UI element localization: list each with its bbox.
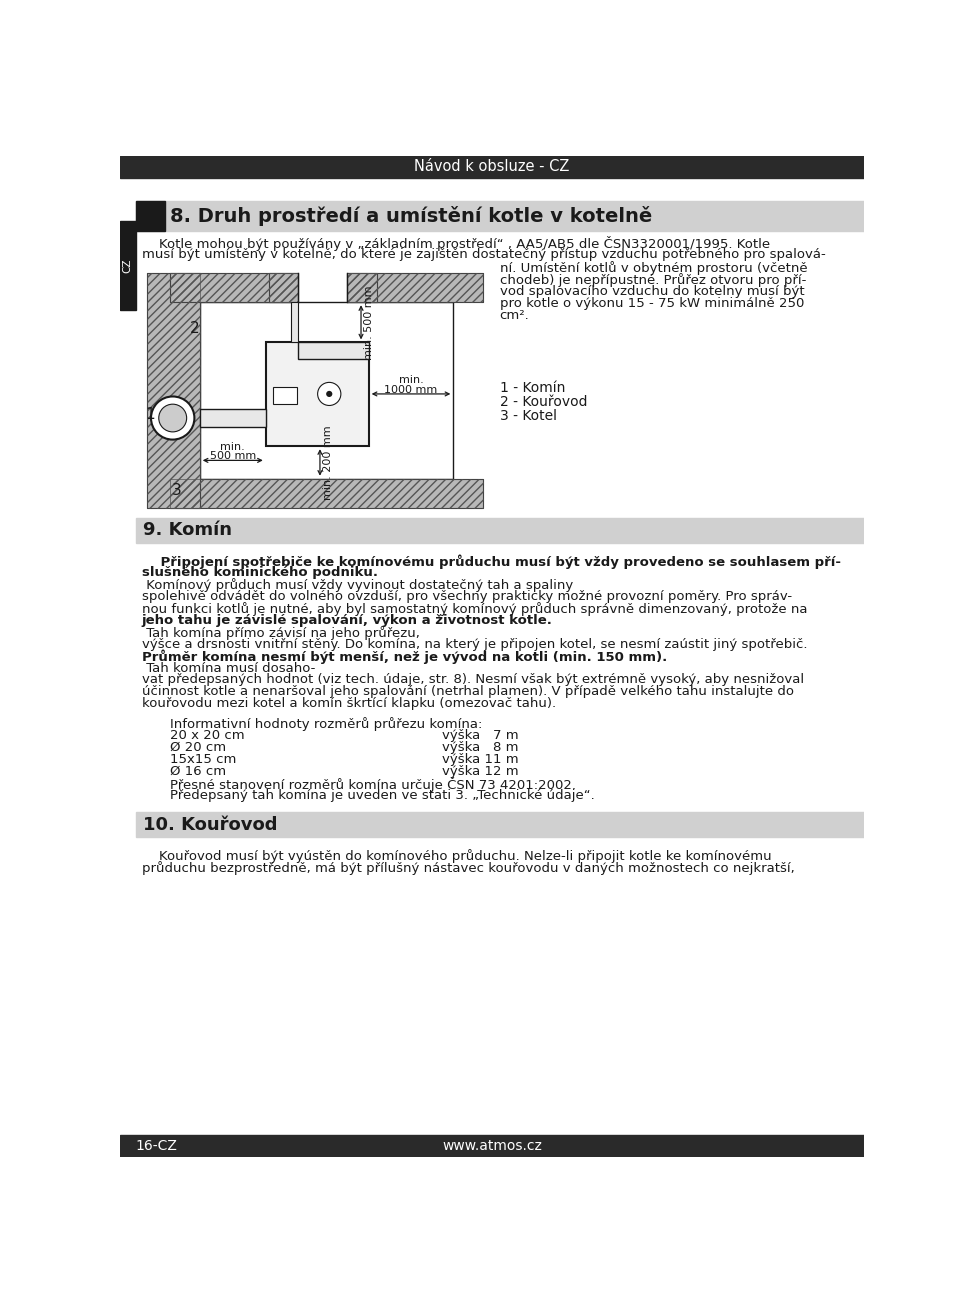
Text: jeho tahu je závislé spalování, výkon a životnost kotle.: jeho tahu je závislé spalování, výkon a … [142,614,553,627]
Bar [120,1135,864,1157]
Text: výška 11 m: výška 11 m [442,753,518,766]
Text: ní. Umístění kotlů v obytném prostoru (včetně: ní. Umístění kotlů v obytném prostoru (v… [500,261,807,276]
Bar [147,273,200,508]
Bar [135,202,864,230]
Text: pro kotle o výkonu 15 - 75 kW minimálně 250: pro kotle o výkonu 15 - 75 kW minimálně … [500,298,804,311]
Text: 20 x 20 cm: 20 x 20 cm [170,729,245,742]
Text: výška 12 m: výška 12 m [442,764,518,777]
Text: CZ: CZ [123,259,132,273]
Bar [170,478,483,508]
Text: Kouřovod musí být vyústěn do komínového průduchu. Nelze-li připojit kotle ke kom: Kouřovod musí být vyústěn do komínového … [142,849,771,863]
Bar [269,273,299,303]
Bar [120,156,864,178]
Text: výška   7 m: výška 7 m [442,729,518,742]
Text: 1000 mm: 1000 mm [384,385,438,395]
Bar [135,517,864,542]
Bar [200,303,453,478]
Text: 16-CZ: 16-CZ [135,1139,178,1153]
Bar [135,812,864,837]
Text: 2 - Kouřovod: 2 - Kouřovod [500,395,588,408]
Text: 2: 2 [190,321,200,335]
Text: spolehivě odvádět do volného ovzduší, pro všechny prakticky možné provozní poměr: spolehivě odvádět do volného ovzduší, pr… [142,590,792,603]
Circle shape [158,404,186,432]
Text: min. 200 mm: min. 200 mm [324,425,333,499]
Text: Připojení spotřebiče ke komínovému průduchu musí být vždy provedeno se souhlasem: Připojení spotřebiče ke komínovému průdu… [142,554,841,568]
Text: 1 - Komín: 1 - Komín [500,381,565,395]
Text: Informativní hodnoty rozměrů průřezu komína:: Informativní hodnoty rozměrů průřezu kom… [170,716,483,731]
Text: min. 500 mm: min. 500 mm [364,285,374,360]
Text: vat předepsaných hodnot (viz tech. údaje, str. 8). Nesmí však být extrémně vysok: vat předepsaných hodnot (viz tech. údaje… [142,673,804,686]
Circle shape [151,396,194,439]
Bar [200,408,266,428]
Bar [348,273,483,303]
Text: průduchu bezprostředně, má být přílušný nástavec kouřovodu v daných možnostech c: průduchu bezprostředně, má být přílušný … [142,861,795,875]
Text: 500 mm: 500 mm [209,451,256,462]
Text: musí být umístěny v kotelně, do které je zajištěn dostatečný přístup vzduchu pot: musí být umístěny v kotelně, do které je… [142,248,826,261]
Text: Tah komína přímo závisí na jeho průřezu,: Tah komína přímo závisí na jeho průřezu, [142,625,420,640]
Text: Průměr komína nesmí být menší, než je vývod na kotli (min. 150 mm).: Průměr komína nesmí být menší, než je vý… [142,650,667,664]
Text: Návod k obsluze - CZ: Návod k obsluze - CZ [415,160,569,174]
Text: vod spalovacího vzduchu do kotelny musí být: vod spalovacího vzduchu do kotelny musí … [500,286,804,299]
Text: chodeb) je nepřípustné. Průřez otvoru pro pří-: chodeb) je nepřípustné. Průřez otvoru pr… [500,273,806,287]
Bar [348,273,376,303]
Text: 3: 3 [172,484,181,498]
Text: výška   8 m: výška 8 m [442,741,518,754]
Circle shape [318,382,341,406]
Bar [135,202,165,230]
Text: min.: min. [398,376,423,386]
Text: 9. Komín: 9. Komín [143,521,232,540]
Bar [348,273,376,303]
Text: Předepsaný tah komína je uveden ve stati 3. „Technické údaje“.: Předepsaný tah komína je uveden ve stati… [170,789,595,802]
Text: cm².: cm². [500,309,530,322]
Text: účinnost kotle a nenaršoval jeho spalování (netrhal plamen). V případě velkého t: účinnost kotle a nenaršoval jeho spalová… [142,685,794,698]
Circle shape [326,391,332,396]
Bar [170,478,483,508]
Text: min.: min. [221,442,245,452]
Bar [266,342,369,446]
Text: 8. Druh prostředí a umístění kotle v kotelně: 8. Druh prostředí a umístění kotle v kot… [170,207,653,226]
Text: 15x15 cm: 15x15 cm [170,753,237,766]
Bar [269,273,299,303]
Bar [348,273,483,303]
Text: 1: 1 [145,407,155,421]
Text: 10. Kouřovod: 10. Kouřovod [143,815,277,833]
Bar [291,303,299,342]
Bar [170,273,299,303]
Text: kouřovodu mezi kotel a komín škrtící klapku (omezovač tahu).: kouřovodu mezi kotel a komín škrtící kla… [142,697,556,710]
Bar [120,221,135,309]
Text: Ø 16 cm: Ø 16 cm [170,764,227,777]
Text: výšce a drsnosti vnitřní stěny. Do komína, na který je připojen kotel, se nesmí : výšce a drsnosti vnitřní stěny. Do komín… [142,637,807,650]
Text: slušného kominického podniku.: slušného kominického podniku. [142,566,377,578]
Bar [147,273,200,508]
Text: Ø 20 cm: Ø 20 cm [170,741,227,754]
Bar [170,273,299,303]
Text: nou funkci kotlů je nutné, aby byl samostatný komínový průduch správně dimenzova: nou funkci kotlů je nutné, aby byl samos… [142,602,807,616]
Text: Kotle mohou být používány v „základním prostředí“ , AA5/AB5 dle ČSN3320001/1995.: Kotle mohou být používány v „základním p… [142,237,770,251]
Text: 3 - Kotel: 3 - Kotel [500,408,557,422]
Text: Přesné stanovení rozměrů komína určuje ČSN 73 4201:2002.: Přesné stanovení rozměrů komína určuje Č… [170,776,576,792]
Text: Komínový průduch musí vždy vyvinout dostatečný tah a spaliny: Komínový průduch musí vždy vyvinout dost… [142,578,573,592]
Text: Tah komína musí dosaho-: Tah komína musí dosaho- [142,662,315,675]
Bar [274,387,297,404]
Bar [299,342,369,359]
Text: www.atmos.cz: www.atmos.cz [442,1139,542,1153]
